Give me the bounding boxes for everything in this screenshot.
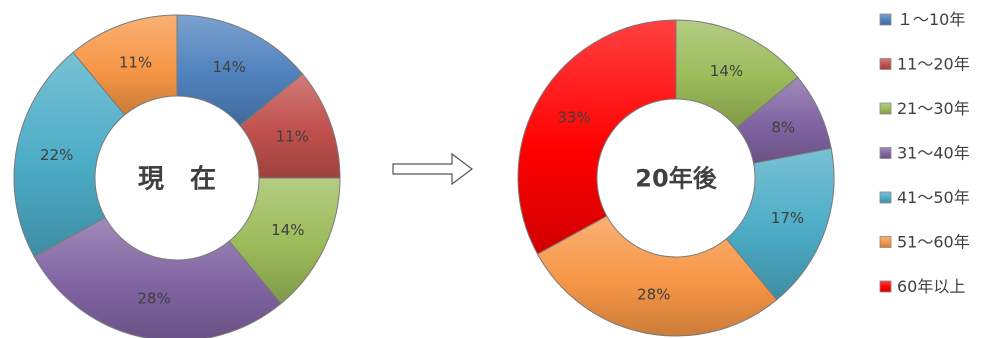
donut-future-hole — [598, 100, 754, 256]
donut-current-slice-label: 11% — [276, 128, 309, 146]
donut-current-slice-label: 28% — [137, 289, 170, 307]
legend-item: 31～40年 — [879, 144, 970, 163]
legend-label: 60年以上 — [897, 277, 965, 296]
transition-arrow-icon — [392, 152, 473, 186]
legend-item: １～10年 — [879, 10, 965, 29]
legend-label: 21～30年 — [897, 99, 970, 118]
legend-swatch — [879, 147, 892, 159]
legend-label: 51～60年 — [897, 233, 970, 252]
donut-current-slice-label: 11% — [119, 54, 152, 72]
legend-swatch — [879, 13, 892, 26]
donut-future-slice-label: 14% — [710, 62, 743, 80]
donut-future-slice-label: 17% — [771, 209, 804, 227]
donut-current: 14% 11% 14% 28% 22% 11% 現 在 — [13, 14, 341, 338]
donut-current-slice-label: 14% — [212, 58, 245, 76]
donut-current-slice-label: 22% — [40, 146, 73, 164]
donut-future-slice-3 — [725, 147, 835, 301]
legend-swatch — [879, 236, 892, 248]
legend-item: 60年以上 — [879, 277, 965, 296]
donut-current-hole — [96, 97, 258, 259]
donut-future-center-label: 20年後 — [635, 165, 717, 193]
donut-current-slice-6 — [72, 14, 178, 116]
donut-future-slice-5 — [517, 19, 677, 255]
legend-label: 41～50年 — [897, 188, 970, 207]
legend: １～10年 11～20年 21～30年 31～40年 41～50年 51～60年 60年以上 — [879, 10, 970, 296]
donut-future-slice-label: 8% — [771, 119, 795, 137]
legend-swatch — [879, 102, 892, 115]
donut-current-slice-5 — [13, 51, 126, 258]
legend-item: 11～20年 — [879, 55, 970, 74]
donut-future: 14% 8% 17% 28% 33% 20年後 — [517, 19, 835, 337]
donut-future-slice-label: 28% — [637, 285, 670, 303]
donut-future-slice-4 — [536, 215, 778, 337]
legend-swatch — [879, 280, 892, 293]
legend-item: 21～30年 — [879, 99, 970, 118]
legend-item: 41～50年 — [879, 188, 970, 207]
legend-swatch — [879, 58, 892, 70]
legend-swatch — [879, 191, 892, 204]
legend-label: 11～20年 — [897, 55, 970, 74]
legend-label: １～10年 — [897, 10, 965, 29]
legend-label: 31～40年 — [897, 144, 970, 163]
donut-current-slice-label: 14% — [271, 221, 304, 239]
donut-future-slice-label: 33% — [557, 109, 590, 127]
legend-item: 51～60年 — [879, 233, 970, 252]
donut-current-slice-4 — [33, 216, 282, 338]
donut-current-center-label: 現 在 — [138, 164, 216, 194]
